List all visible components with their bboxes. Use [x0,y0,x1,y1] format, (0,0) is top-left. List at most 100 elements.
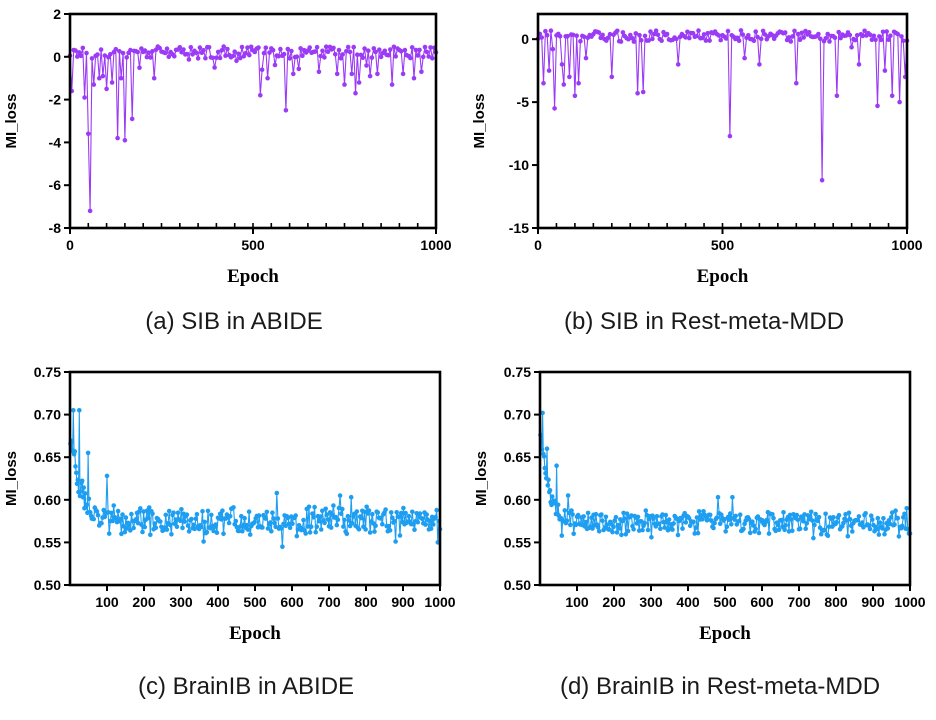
data-point [298,46,303,51]
data-point [633,31,639,36]
data-point [808,509,814,515]
data-point [886,37,891,42]
data-point [180,525,185,531]
data-point [139,522,144,527]
data-point [287,525,293,531]
data-point [203,55,208,61]
data-point [337,493,343,498]
data-point [146,50,151,55]
data-point [276,53,281,59]
data-point [736,38,742,43]
x-tick-label: 200 [132,594,156,610]
x-axis-label: Epoch [699,623,751,644]
data-point [674,36,679,42]
data-point [401,505,406,511]
data-point [419,516,425,521]
data-point [335,517,341,522]
y-tick-label: 0 [521,31,529,47]
data-point [542,465,548,471]
data-point [757,62,762,67]
data-point [568,522,573,528]
data-point [893,508,898,513]
data-point [362,46,367,51]
data-point [111,503,116,508]
series-points [535,28,910,183]
data-point [831,515,836,520]
data-point [722,517,727,522]
data-point [175,510,181,515]
data-point [252,49,258,55]
data-point [123,515,129,520]
data-point [109,80,115,85]
data-point [411,75,417,81]
data-point [289,48,294,54]
data-point [795,517,801,523]
data-point [874,527,879,532]
data-point [340,52,346,57]
data-point [362,509,367,515]
x-tick-label: 500 [241,237,265,253]
data-point [716,33,722,38]
data-point [80,45,86,51]
y-axis-label: MI_loss [3,451,20,506]
data-point [195,56,201,61]
data-point [836,29,841,35]
data-point [562,508,568,513]
x-axis-label: Epoch [227,266,279,287]
data-point [142,524,147,530]
caption-b: (b) SIB in Rest-meta-MDD [563,308,845,335]
data-point [378,54,384,60]
data-point [294,533,300,539]
data-point [210,55,215,61]
data-point [205,508,211,514]
data-point [184,512,190,517]
data-point [576,80,581,86]
data-point [76,50,82,55]
data-point [80,495,86,500]
data-point [231,505,236,510]
data-point [172,54,177,59]
y-tick-label: -2 [49,92,62,108]
data-point [863,511,868,516]
data-point [813,511,818,517]
data-point [99,520,104,526]
data-point [88,510,93,515]
data-point [234,58,239,64]
data-point [810,518,815,523]
x-axis-label: Epoch [229,623,281,644]
data-point [173,517,179,522]
data-point [225,46,230,52]
data-point [541,454,547,459]
data-point [267,50,272,55]
data-point [280,544,285,549]
data-point [687,35,692,41]
data-point [270,510,275,515]
data-point [110,518,115,524]
data-point [140,529,145,535]
data-point [575,512,581,518]
x-tick-label: 600 [280,594,304,610]
data-point [194,512,200,517]
data-point [549,494,555,499]
data-point [413,47,419,53]
data-point [188,45,194,50]
data-point [415,519,421,525]
x-tick-label: 300 [169,594,193,610]
data-point [397,533,403,538]
data-point [236,51,241,57]
plot-frame [538,370,912,587]
data-point [550,46,556,52]
data-point [290,521,295,526]
data-point [611,524,616,530]
data-point [834,519,839,525]
data-point [193,516,199,521]
data-point [766,531,772,536]
data-point [650,36,655,42]
data-point [142,48,148,53]
data-point [82,95,87,100]
data-point [877,34,882,39]
data-point [306,504,312,510]
data-point [223,53,228,58]
data-point [190,52,195,57]
data-point [649,535,654,540]
